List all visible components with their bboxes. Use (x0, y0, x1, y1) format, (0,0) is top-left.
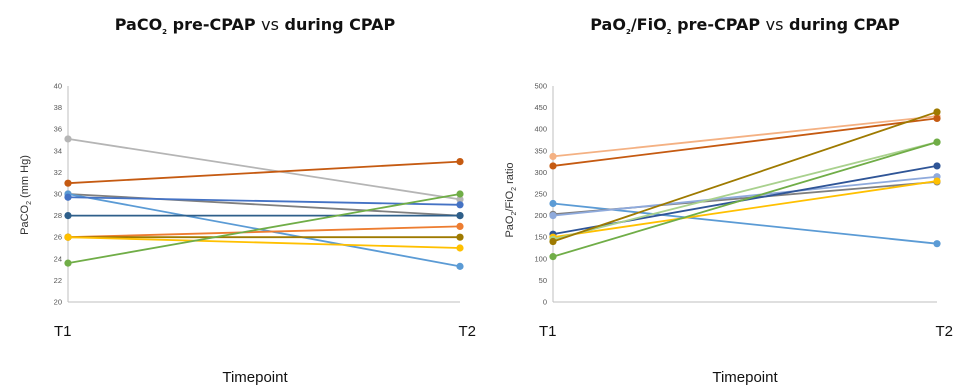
y-tick-label: 30 (54, 190, 62, 199)
series-path (552, 111, 938, 243)
paco2-chart: PaCO2 pre-CPAP vs during CPAP PaCO2 (mm … (19, 15, 476, 386)
y-tick-label: 0 (543, 298, 547, 307)
series-line-2 (549, 114, 941, 170)
y-tick-label: 40 (54, 82, 62, 91)
y-tick-label: 400 (534, 125, 547, 134)
x-tick-label-t1: T1 (539, 323, 557, 340)
data-point-t1 (64, 179, 72, 187)
y-tick-label: 20 (54, 298, 62, 307)
y-tick-label: 450 (534, 103, 547, 112)
series-path (552, 180, 938, 239)
y-tick-label: 350 (534, 146, 547, 155)
y-axis-label: PaCO2 (mm Hg) (19, 155, 33, 235)
data-point-t2 (456, 262, 464, 270)
data-point-t1 (64, 193, 72, 201)
y-tick-label: 36 (54, 125, 62, 134)
y-tick-label: 100 (534, 254, 547, 263)
data-point-t1 (549, 162, 557, 170)
data-point-t2 (456, 244, 464, 252)
y-tick-label: 22 (54, 276, 62, 285)
data-point-t2 (456, 190, 464, 198)
data-point-t1 (64, 259, 72, 267)
y-tick-label: 34 (54, 146, 62, 155)
series-path (67, 225, 461, 239)
chart-title: PaO2/FiO2 pre-CPAP vs during CPAP (590, 15, 900, 36)
series-line-10 (64, 190, 464, 267)
x-tick-label-t2: T2 (458, 323, 476, 340)
pao2-fio2-chart: PaO2/FiO2 pre-CPAP vs during CPAP PaO2/F… (504, 15, 953, 386)
series-path (552, 115, 938, 158)
y-tick-label: 24 (54, 254, 62, 263)
series-path (67, 193, 461, 268)
series-path (552, 175, 938, 217)
y-tick-label: 32 (54, 168, 62, 177)
chart-title: PaCO2 pre-CPAP vs during CPAP (115, 15, 396, 36)
data-point-t2 (933, 114, 941, 122)
data-point-t2 (456, 233, 464, 241)
series-line-2 (64, 158, 464, 187)
data-point-t1 (549, 237, 557, 246)
data-point-t2 (456, 212, 464, 220)
series-line-3 (549, 199, 941, 248)
data-point-t2 (456, 222, 464, 230)
series-line-8 (64, 233, 464, 241)
y-tick-label: 200 (534, 211, 547, 220)
data-point-t2 (933, 108, 941, 116)
x-axis-label: Timepoint (712, 369, 778, 386)
series-path (552, 141, 938, 241)
data-point-t2 (456, 158, 464, 166)
series-path (552, 202, 938, 245)
series-path (552, 117, 938, 167)
series-path (67, 160, 461, 185)
y-tick-label: 500 (534, 82, 547, 91)
data-point-t1 (549, 212, 557, 220)
data-point-t1 (64, 233, 72, 241)
data-point-t1 (549, 152, 557, 161)
y-tick-label: 50 (539, 276, 547, 285)
x-axis-label: Timepoint (222, 369, 288, 386)
series-line-5 (64, 193, 464, 209)
series-line-6 (64, 212, 464, 220)
data-point-t1 (549, 199, 557, 208)
series-path (67, 196, 461, 206)
series-path (67, 193, 461, 265)
series-line-10 (549, 138, 941, 261)
data-point-t1 (549, 253, 557, 261)
data-point-t2 (456, 195, 464, 203)
data-point-t1 (64, 212, 72, 220)
y-tick-label: 150 (534, 233, 547, 242)
y-axis-label: PaO2/FiO2 ratio (504, 162, 518, 237)
series-path (67, 236, 461, 249)
data-point-t2 (933, 240, 941, 248)
data-point-t1 (64, 135, 72, 143)
series-line-8 (549, 138, 941, 243)
series-line-1 (549, 112, 941, 161)
series-line-4 (64, 190, 464, 270)
series-line-4 (549, 178, 941, 218)
series-line-9 (549, 108, 941, 246)
series-line-5 (549, 173, 941, 220)
data-point-t2 (933, 138, 941, 146)
x-tick-label-t1: T1 (54, 323, 72, 340)
data-point-t2 (456, 201, 464, 209)
data-point-t2 (933, 177, 941, 185)
y-tick-label: 38 (54, 103, 62, 112)
y-tick-label: 28 (54, 211, 62, 220)
x-tick-label-t2: T2 (935, 323, 953, 340)
y-tick-label: 250 (534, 190, 547, 199)
data-point-t2 (933, 162, 941, 170)
series-path (552, 141, 938, 258)
series-line-1 (64, 135, 464, 203)
series-line-9 (64, 233, 464, 252)
y-tick-label: 300 (534, 168, 547, 177)
series-path (67, 138, 461, 201)
y-tick-label: 26 (54, 233, 62, 242)
